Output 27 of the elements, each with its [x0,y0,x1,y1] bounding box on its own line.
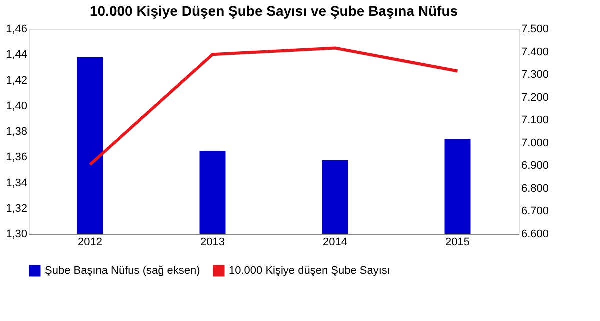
chart-title: 10.000 Kişiye Düşen Şube Sayısı ve Şube Başına Nüfus [90,3,458,19]
x-tick-label: 2014 [323,236,348,248]
y-tick-label: 1,30 [6,228,28,240]
y2-tick-label: 6.800 [522,182,550,195]
y-tick-label: 1,46 [6,24,28,36]
y2-tick-label: 6.600 [522,228,550,240]
y-tick-label: 1,34 [6,177,28,190]
x-tick-label: 2013 [200,236,225,248]
y2-tick-label: 7.100 [522,114,550,127]
y2-tick-label: 6.900 [522,160,550,172]
y2-tick-label: 7.500 [522,24,550,36]
legend-label: 10.000 Kişiye düşen Şube Sayısı [229,265,390,277]
y2-tick-label: 7.400 [522,46,550,58]
y-tick-label: 1,32 [6,202,28,215]
y2-tick-label: 6.700 [522,206,550,218]
y2-tick-label: 7.200 [522,92,550,104]
line-series [88,46,460,166]
y-tick-label: 1,38 [6,126,28,138]
legend-label: Şube Başına Nüfus (sağ eksen) [45,265,200,277]
y2-tick-label: 7.300 [522,69,550,82]
y-tick-label: 1,36 [6,152,28,164]
y-tick-label: 1,44 [6,49,28,62]
x-tick-label: 2015 [446,236,470,248]
y-tick-label: 1,40 [6,100,28,112]
y2-tick-label: 7.000 [522,137,550,150]
x-tick-label: 2012 [78,236,102,248]
y-tick-label: 1,42 [6,74,28,87]
